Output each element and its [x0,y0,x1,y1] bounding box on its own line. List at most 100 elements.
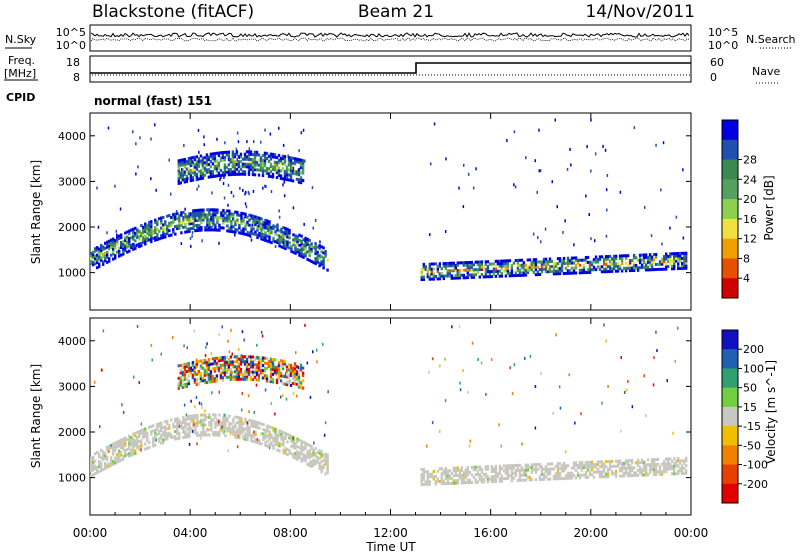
power-cell [279,156,283,160]
velocity-cell [432,470,435,473]
power-cell [213,164,217,168]
velocity-cell [234,425,237,429]
power-cell [600,265,604,269]
velocity-cell [624,459,628,463]
power-cell [677,262,680,265]
velocity-cell [233,355,237,359]
power-cell [420,270,423,274]
velocity-cell [269,380,273,384]
velocity-cell [444,469,447,473]
velocity-cell [572,466,576,470]
power-cell [488,275,492,279]
power-cell [532,270,536,274]
power-cell [192,214,195,218]
sky-right-tick-bottom: 10^0 [708,39,738,52]
power-cell [203,163,207,167]
power-cell [314,252,317,256]
velocity-cell [104,461,107,465]
power-cell [267,159,271,163]
power-cell [215,164,219,168]
power-cell [299,178,303,182]
power-cell [229,160,233,164]
power-cell [196,213,199,217]
velocity-cell [255,363,259,367]
velocity-cell [622,471,626,475]
power-cell [422,268,425,271]
power-cell [264,226,267,230]
velocity-cell [308,448,311,452]
velocity-cell [257,358,261,362]
velocity-cell [297,368,301,372]
power-cell [291,171,295,175]
velocity-cell [209,370,213,374]
velocity-cell [174,417,177,421]
velocity-cell [510,464,514,468]
velocity-cell [90,464,93,468]
velocity-cell [524,468,528,472]
velocity-noise-cell [201,425,204,429]
velocity-noise-cell [280,395,282,399]
power-cell [546,267,550,271]
power-cell [98,265,101,269]
velocity-noise-cell [262,432,264,435]
power-cell [272,239,275,243]
power-cell [168,224,171,228]
velocity-cell [273,365,277,369]
power-cell [251,160,255,164]
power-cell [94,254,97,258]
power-cell [110,253,113,257]
power-colorbar-label: Power [dB] [762,175,776,240]
power-noise-cell [191,231,194,235]
power-cell [219,168,223,172]
velocity-cell [102,455,105,459]
velocity-cell [236,436,239,439]
power-cell [582,268,586,272]
velocity-noise-cell [231,371,233,375]
velocity-colorbar-tick-label: 100 [743,362,764,375]
velocity-cell [158,424,161,428]
velocity-cell [245,367,249,371]
velocity-cell [300,459,303,463]
velocity-cell [110,446,113,450]
velocity-cell [518,476,522,480]
power-noise-cell [135,142,137,146]
velocity-cell [198,421,201,425]
power-cell [263,161,267,165]
velocity-noise-cell [238,365,240,369]
velocity-cell [264,441,267,445]
power-cell [178,226,181,230]
power-cell [217,166,221,170]
velocity-cell [223,361,227,364]
power-cell [255,153,259,157]
velocity-cell [644,465,648,469]
power-cell [183,173,187,176]
velocity-cell [312,453,315,457]
velocity-cell [290,434,293,438]
velocity-cell [308,451,311,455]
velocity-cell [462,471,465,475]
velocity-cell [602,467,606,471]
velocity-cell [193,363,197,367]
power-cell [650,260,654,264]
power-cell [512,274,516,278]
velocity-cell [293,374,297,378]
velocity-cell [284,452,287,456]
velocity-cell [222,419,225,422]
power-cell [116,235,119,239]
power-cell [206,208,209,212]
velocity-cell [636,473,640,477]
power-cell [152,231,155,235]
power-cell [124,241,127,245]
velocity-cell [556,464,560,468]
power-cell [500,274,504,278]
velocity-cell [186,417,189,421]
power-cell [281,167,285,171]
velocity-cell [190,417,193,421]
power-cell [294,251,297,255]
power-noise-cell [180,242,183,246]
power-cell [191,176,195,180]
velocity-cell [202,426,205,429]
power-cell [568,269,572,273]
velocity-cell [582,466,586,470]
